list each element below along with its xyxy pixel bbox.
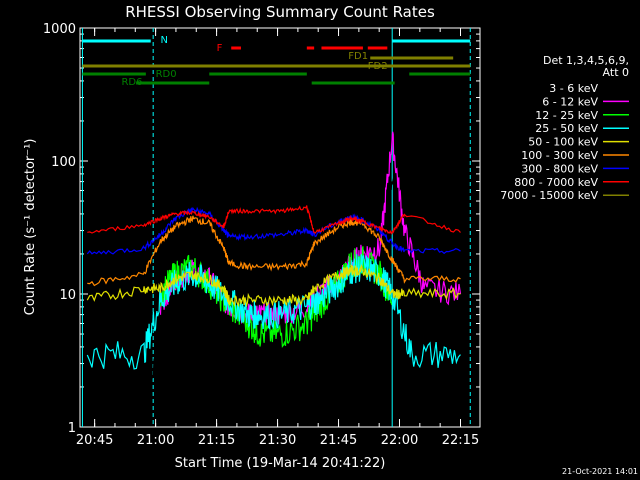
flag-label: N xyxy=(160,35,167,46)
flag-label: F xyxy=(217,43,223,54)
legend-header: Att 0 xyxy=(603,66,629,79)
x-tick-label: 21:30 xyxy=(259,433,296,448)
x-tick-label: 20:45 xyxy=(76,433,113,448)
x-axis-label: Start Time (19-Mar-14 20:41:22) xyxy=(175,456,386,471)
y-tick-label: 100 xyxy=(51,155,76,170)
legend-entry: 3 - 6 keV xyxy=(549,82,598,95)
series-line xyxy=(86,206,461,255)
flag-label: RD6 xyxy=(121,77,142,88)
y-tick-label: 10 xyxy=(59,288,76,303)
y-tick-label: 1 xyxy=(68,421,76,436)
chart-title: RHESSI Observing Summary Count Rates xyxy=(125,3,435,21)
series-line xyxy=(159,131,462,327)
x-tick-label: 21:15 xyxy=(198,433,235,448)
legend-entry: 7000 - 15000 keV xyxy=(500,189,598,202)
time-markers xyxy=(81,28,471,427)
x-axis: 20:45 21:00 21:15 21:30 21:45 22:00 22:15 xyxy=(76,28,479,448)
x-tick-label: 22:15 xyxy=(442,433,479,448)
y-axis: 1 10 100 1000 xyxy=(43,22,480,436)
x-tick-label: 21:00 xyxy=(137,433,174,448)
legend-header: Det 1,3,4,5,6,9, xyxy=(543,54,629,67)
legend-entry: 800 - 7000 keV xyxy=(514,176,598,189)
series-group xyxy=(86,131,462,417)
flag-label: RD0 xyxy=(156,69,177,80)
plot-frame xyxy=(79,27,481,428)
legend-entry: 100 - 300 keV xyxy=(521,149,598,162)
legend-entry: 50 - 100 keV xyxy=(528,136,598,149)
series-line xyxy=(87,205,461,235)
x-tick-label: 21:45 xyxy=(320,433,357,448)
legend-entry: 12 - 25 keV xyxy=(535,109,598,122)
series-line xyxy=(86,264,461,308)
x-tick-label: 22:00 xyxy=(381,433,418,448)
legend-entry: 6 - 12 keV xyxy=(542,95,598,108)
legend-entry: 300 - 800 keV xyxy=(521,162,598,175)
footer-date: 21-Oct-2021 14:01 xyxy=(562,467,638,476)
y-axis-label: Count Rate (s⁻¹ detector⁻¹) xyxy=(23,139,38,316)
flag-label: FD1 xyxy=(348,51,368,62)
y-tick-label: 1000 xyxy=(43,22,76,37)
flag-label: FD2 xyxy=(368,61,388,72)
legend-entry: 25 - 50 keV xyxy=(535,122,598,135)
series-line xyxy=(86,254,461,370)
series-line xyxy=(87,215,461,287)
